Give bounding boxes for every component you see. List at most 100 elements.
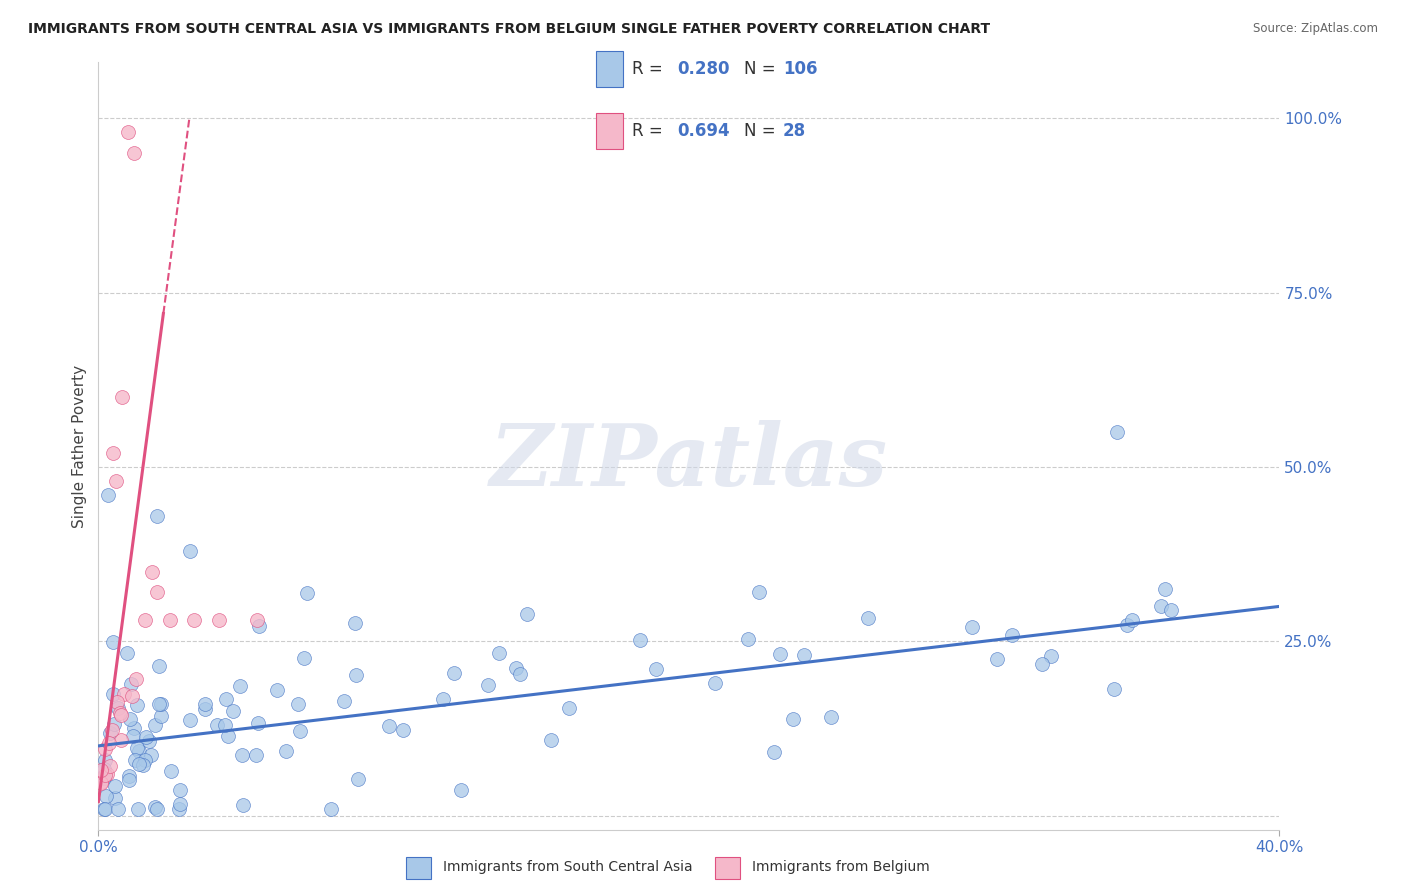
- Point: [141, 565, 163, 579]
- Point: [93, 802, 115, 816]
- Point: [1031, 657, 1053, 671]
- Point: [148, 659, 170, 673]
- Point: [505, 660, 527, 674]
- FancyBboxPatch shape: [716, 856, 740, 879]
- Point: [108, 706, 131, 721]
- Point: [143, 800, 166, 814]
- Point: [488, 646, 510, 660]
- Point: [292, 651, 315, 665]
- Point: [1154, 582, 1177, 597]
- Point: [516, 607, 538, 622]
- Point: [266, 682, 288, 697]
- Point: [98, 759, 121, 773]
- Point: [146, 508, 169, 523]
- Point: [117, 125, 139, 139]
- Point: [246, 613, 269, 627]
- Point: [90, 763, 112, 777]
- Point: [793, 648, 815, 662]
- Point: [149, 708, 172, 723]
- Point: [377, 719, 399, 733]
- Point: [107, 700, 129, 714]
- Point: [231, 747, 253, 762]
- Point: [111, 390, 134, 404]
- Point: [125, 741, 148, 756]
- Text: IMMIGRANTS FROM SOUTH CENTRAL ASIA VS IMMIGRANTS FROM BELGIUM SINGLE FATHER POVE: IMMIGRANTS FROM SOUTH CENTRAL ASIA VS IM…: [28, 22, 990, 37]
- Point: [118, 769, 141, 783]
- Point: [127, 802, 149, 816]
- FancyBboxPatch shape: [406, 856, 430, 879]
- Text: ZIPatlas: ZIPatlas: [489, 419, 889, 503]
- Point: [274, 744, 297, 758]
- Point: [477, 678, 499, 692]
- Text: N =: N =: [744, 122, 780, 140]
- Point: [104, 790, 127, 805]
- Point: [169, 783, 191, 797]
- Point: [986, 651, 1008, 665]
- Point: [232, 798, 254, 813]
- Point: [769, 648, 792, 662]
- Point: [962, 620, 984, 634]
- Point: [146, 585, 169, 599]
- FancyBboxPatch shape: [596, 51, 623, 87]
- Point: [222, 704, 245, 718]
- Point: [207, 718, 229, 732]
- Point: [1102, 681, 1125, 696]
- Point: [90, 775, 112, 789]
- Point: [94, 768, 117, 782]
- Point: [143, 718, 166, 732]
- Point: [135, 730, 157, 744]
- Text: 106: 106: [783, 60, 817, 78]
- Text: R =: R =: [631, 122, 668, 140]
- Point: [103, 687, 125, 701]
- Text: Source: ZipAtlas.com: Source: ZipAtlas.com: [1253, 22, 1378, 36]
- Point: [132, 758, 155, 772]
- Point: [782, 712, 804, 726]
- Point: [1001, 628, 1024, 642]
- Point: [856, 611, 879, 625]
- Point: [98, 726, 121, 740]
- Point: [1149, 599, 1171, 613]
- Point: [146, 802, 169, 816]
- Text: Immigrants from Belgium: Immigrants from Belgium: [752, 861, 931, 874]
- Point: [319, 802, 342, 816]
- Point: [644, 662, 666, 676]
- Point: [107, 802, 129, 816]
- Point: [347, 772, 370, 786]
- Point: [118, 712, 141, 726]
- Point: [128, 744, 150, 758]
- Point: [297, 586, 319, 600]
- Point: [115, 646, 138, 660]
- Point: [94, 753, 117, 767]
- Point: [344, 668, 367, 682]
- Point: [509, 666, 531, 681]
- Point: [103, 717, 125, 731]
- Point: [128, 756, 150, 771]
- FancyBboxPatch shape: [596, 113, 623, 150]
- Point: [1105, 425, 1128, 439]
- Point: [179, 543, 201, 558]
- Point: [820, 710, 842, 724]
- Point: [94, 789, 117, 804]
- Y-axis label: Single Father Poverty: Single Father Poverty: [72, 365, 87, 527]
- Point: [443, 666, 465, 681]
- Point: [118, 772, 141, 787]
- Point: [245, 747, 267, 762]
- Point: [105, 695, 128, 709]
- Point: [97, 488, 120, 502]
- Point: [160, 764, 183, 779]
- Point: [167, 802, 190, 816]
- Point: [93, 802, 115, 816]
- Point: [763, 744, 786, 758]
- Point: [1121, 614, 1143, 628]
- Point: [110, 707, 132, 722]
- Point: [169, 797, 191, 811]
- Point: [112, 687, 135, 701]
- Point: [344, 615, 367, 630]
- Point: [748, 585, 770, 599]
- Point: [141, 747, 163, 762]
- Point: [183, 613, 205, 627]
- Point: [149, 697, 172, 711]
- Point: [148, 697, 170, 711]
- Point: [93, 762, 115, 776]
- Point: [247, 619, 270, 633]
